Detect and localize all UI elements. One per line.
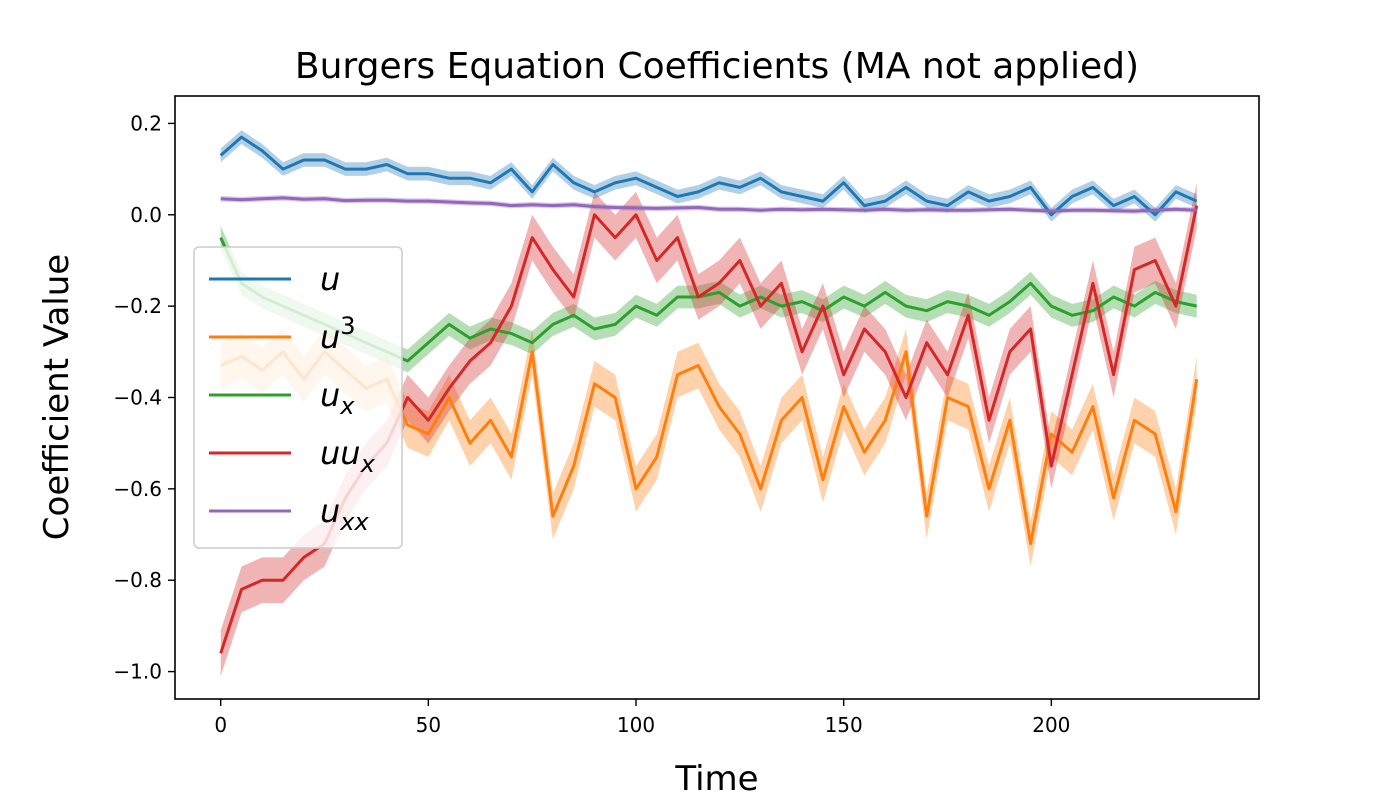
legend-label: uxx xyxy=(320,492,369,536)
legend-label: u3 xyxy=(320,312,356,356)
y-axis-label: Coefficient Value xyxy=(37,254,77,540)
y-tick-label: −0.8 xyxy=(113,568,162,592)
x-axis-ticks: 0 50 100 150 200 xyxy=(214,699,1070,737)
legend-label: uux xyxy=(320,434,376,478)
legend: u u3 ux uux uxx xyxy=(193,246,403,549)
y-tick-label: −0.2 xyxy=(113,294,162,318)
x-axis-label: Time xyxy=(674,759,758,799)
band-series-1 xyxy=(220,329,1197,567)
y-tick-label: −1.0 xyxy=(113,660,162,684)
y-tick-label: −0.6 xyxy=(113,477,162,501)
band-series-0 xyxy=(220,130,1197,222)
legend-label: u xyxy=(320,260,340,298)
line-series-4 xyxy=(220,196,1197,213)
line-series-0 xyxy=(219,135,1198,217)
x-tick-label: 150 xyxy=(825,713,863,737)
x-tick-label: 50 xyxy=(416,713,441,737)
y-axis-ticks: 0.2 0.0 −0.2 −0.4 −0.6 −0.8 −1.0 xyxy=(113,111,175,684)
x-tick-label: 100 xyxy=(617,713,655,737)
x-tick-label: 200 xyxy=(1032,713,1070,737)
legend-label: ux xyxy=(320,376,355,420)
y-tick-label: 0.2 xyxy=(130,111,162,135)
y-tick-label: 0.0 xyxy=(130,203,162,227)
band-series-3 xyxy=(220,182,1197,677)
y-tick-label: −0.4 xyxy=(113,386,162,410)
legend-frame xyxy=(193,246,403,549)
x-tick-label: 0 xyxy=(214,713,227,737)
chart-title: Burgers Equation Coefficients (MA not ap… xyxy=(295,46,1139,87)
